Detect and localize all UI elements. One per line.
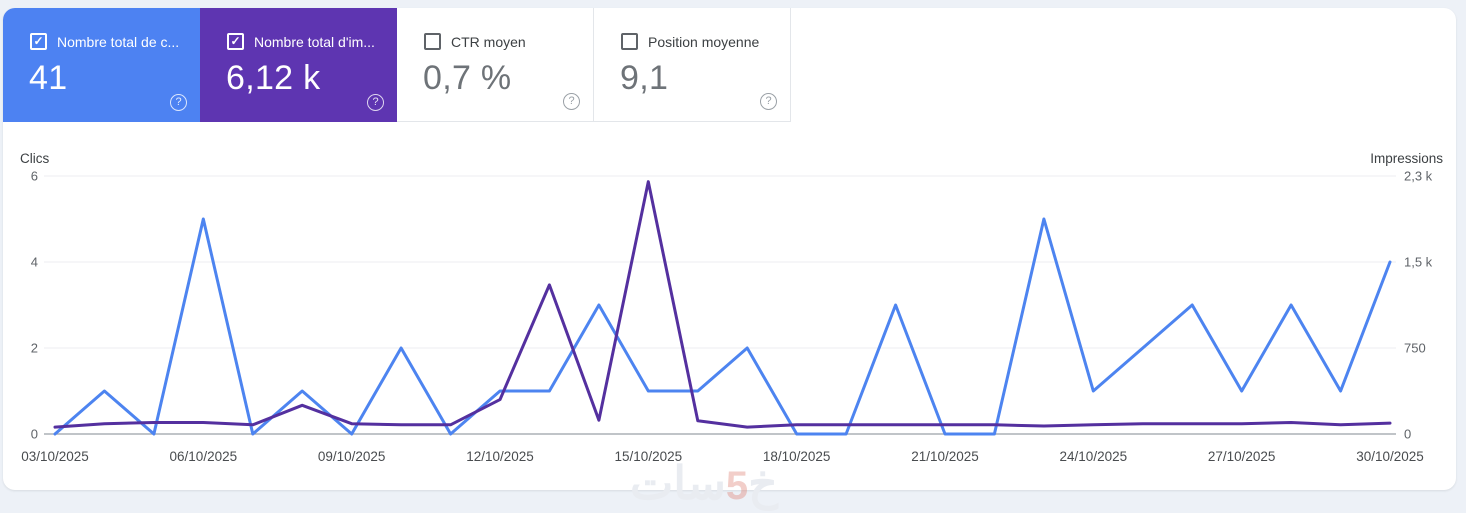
right-axis-tick: 2,3 k <box>1404 169 1433 184</box>
metric-card-total-clicks[interactable]: ✓ Nombre total de c... 41 ? <box>3 8 200 122</box>
clics-line <box>53 217 1392 436</box>
metric-label: Nombre total d'im... <box>254 33 375 50</box>
help-icon[interactable]: ? <box>367 94 384 111</box>
metric-value: 41 <box>29 59 68 97</box>
card-header: Position moyenne <box>594 8 790 50</box>
card-header: CTR moyen <box>397 8 593 50</box>
x-axis-tick: 09/10/2025 <box>318 449 386 464</box>
left-axis-tick: 0 <box>31 427 38 442</box>
impressions-line <box>53 180 1392 429</box>
metric-label: Position moyenne <box>648 33 760 50</box>
right-axis-title: Impressions <box>1370 151 1443 166</box>
x-axis-tick: 18/10/2025 <box>763 449 831 464</box>
metric-value: 6,12 k <box>226 59 321 97</box>
x-axis-tick: 12/10/2025 <box>466 449 534 464</box>
checkbox-unchecked-icon[interactable] <box>424 33 441 50</box>
x-axis-tick: 21/10/2025 <box>911 449 979 464</box>
left-axis-title: Clics <box>20 151 49 166</box>
left-axis-tick: 4 <box>31 255 38 270</box>
checkbox-checked-icon[interactable]: ✓ <box>30 33 47 50</box>
metric-cards-row: ✓ Nombre total de c... 41 ? ✓ Nombre tot… <box>3 8 1456 122</box>
right-axis-tick: 0 <box>1404 427 1411 442</box>
card-header: ✓ Nombre total de c... <box>3 8 200 50</box>
right-axis-tick: 1,5 k <box>1404 255 1433 270</box>
metric-card-total-impressions[interactable]: ✓ Nombre total d'im... 6,12 k ? <box>200 8 397 122</box>
card-header: ✓ Nombre total d'im... <box>200 8 397 50</box>
metric-card-average-ctr[interactable]: CTR moyen 0,7 % ? <box>397 8 594 122</box>
metric-label: CTR moyen <box>451 33 526 50</box>
x-axis-tick: 27/10/2025 <box>1208 449 1276 464</box>
x-axis-tick: 03/10/2025 <box>21 449 89 464</box>
help-icon[interactable]: ? <box>760 93 777 110</box>
metric-value: 0,7 % <box>423 59 512 97</box>
performance-panel: ✓ Nombre total de c... 41 ? ✓ Nombre tot… <box>3 8 1456 490</box>
left-axis-tick: 6 <box>31 169 38 184</box>
x-axis-tick: 06/10/2025 <box>170 449 238 464</box>
right-axis-tick: 750 <box>1404 341 1426 356</box>
left-axis-tick: 2 <box>31 341 38 356</box>
metric-label: Nombre total de c... <box>57 33 180 50</box>
x-axis-tick: 15/10/2025 <box>615 449 683 464</box>
metric-value: 9,1 <box>620 59 669 97</box>
help-icon[interactable]: ? <box>563 93 580 110</box>
metric-card-average-position[interactable]: Position moyenne 9,1 ? <box>594 8 791 122</box>
x-axis-tick: 30/10/2025 <box>1356 449 1424 464</box>
x-axis-tick: 24/10/2025 <box>1060 449 1128 464</box>
checkbox-unchecked-icon[interactable] <box>621 33 638 50</box>
checkbox-checked-icon[interactable]: ✓ <box>227 33 244 50</box>
help-icon[interactable]: ? <box>170 94 187 111</box>
